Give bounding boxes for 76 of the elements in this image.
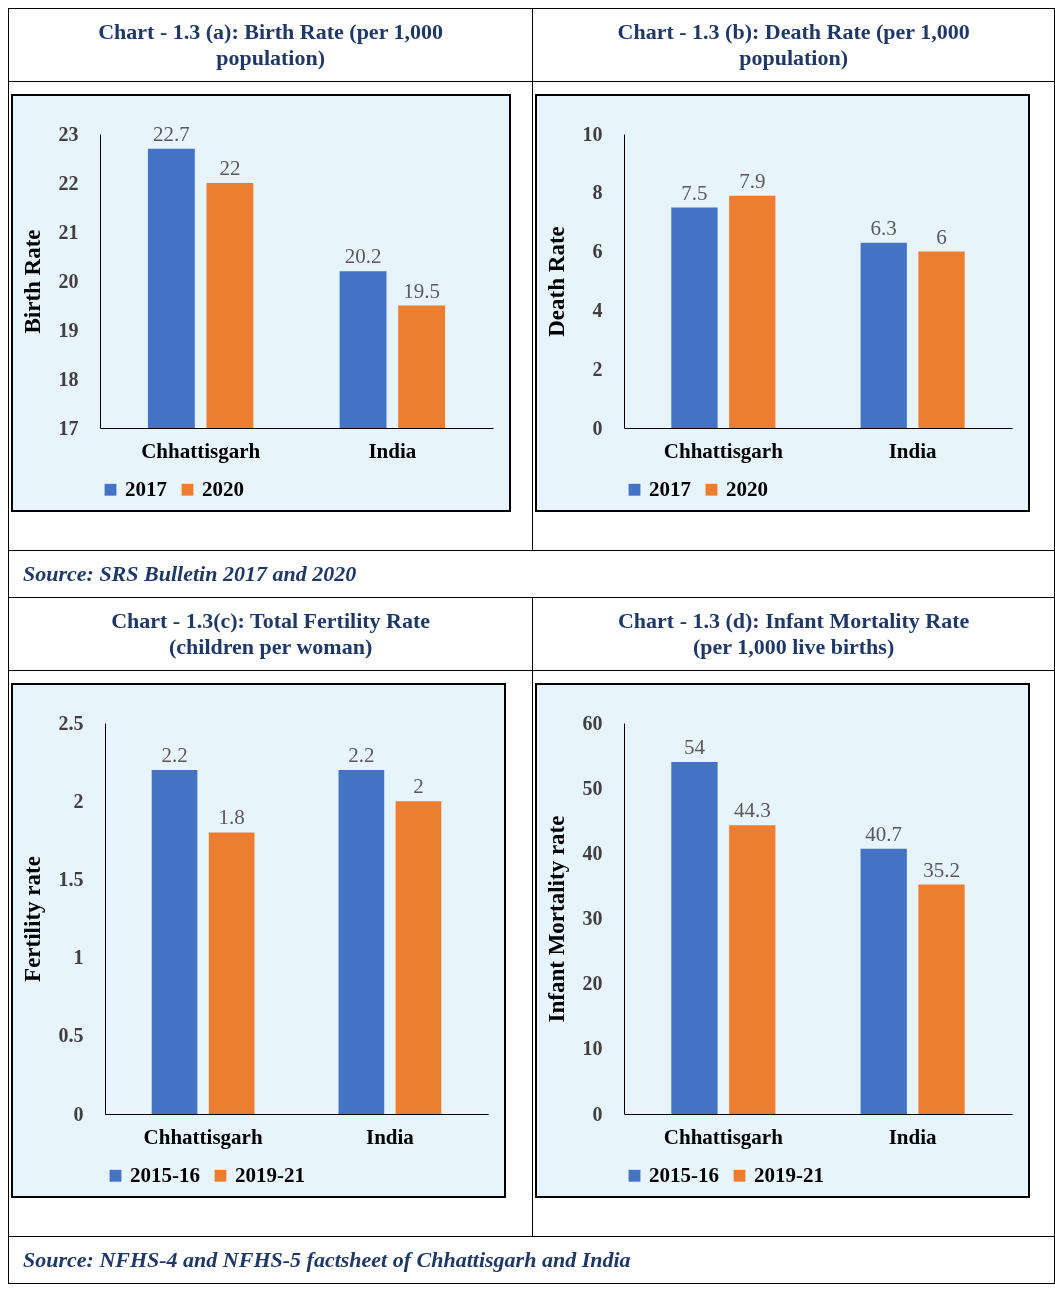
bar [860,848,908,1114]
legend-label: 2017 [649,476,692,501]
legend-label: 2015-16 [130,1162,200,1187]
x-tick-label: India [888,1124,938,1149]
y-tick-label: 1 [73,946,84,969]
bar [918,884,965,1114]
source-note: Source: SRS Bulletin 2017 and 2020 [8,550,1055,598]
y-tick-label: 40 [582,841,603,864]
data-label: 20.2 [344,244,382,269]
y-tick-label: 18 [58,367,79,390]
legend-label: 2020 [726,476,769,501]
bar [671,762,718,1114]
y-tick-label: 21 [58,220,79,243]
data-label: 22.7 [152,121,190,146]
x-tick-label: Chhattisgarh [664,438,784,463]
y-tick-label: 60 [582,711,603,734]
data-label: 19.5 [403,278,441,303]
legend-label: 2019-21 [754,1162,825,1187]
data-label: 1.8 [218,805,245,830]
y-tick-label: 22 [58,171,79,194]
x-tick-label: Chhattisgarh [143,1124,263,1149]
y-tick-label: 4 [592,298,603,321]
x-tick-label: Chhattisgarh [664,1124,784,1149]
y-tick-label: 19 [58,318,79,341]
x-tick-label: Chhattisgarh [141,438,261,463]
bar [729,825,776,1114]
data-label: 54 [684,735,706,760]
y-tick-label: 2.5 [58,711,84,734]
y-axis-title: Fertility rate [19,856,45,982]
bar [860,242,908,428]
data-label: 7.5 [681,180,708,205]
x-tick-label: India [888,438,938,463]
legend-label: 2015-16 [649,1162,720,1187]
data-label: 44.3 [734,798,771,823]
legend-label: 2020 [202,476,244,501]
bar [918,251,965,428]
data-label: 35.2 [923,857,961,882]
y-tick-label: 0.5 [58,1024,84,1047]
data-label: 2.2 [161,742,188,767]
bar [671,207,718,428]
y-tick-label: 2 [592,357,603,380]
y-tick-label: 0 [73,1102,84,1125]
data-label: 2 [413,774,424,799]
y-tick-label: 23 [58,122,79,145]
y-axis-title: Infant Mortality rate [543,815,569,1023]
x-tick-label: India [368,438,417,463]
x-tick-label: India [365,1124,415,1149]
chart-title: Chart - 1.3 (b): Death Rate (per 1,000 population) [532,8,1055,82]
y-tick-label: 50 [582,776,603,799]
source-note: Source: NFHS-4 and NFHS-5 factsheet of Chhattisgarh and India [8,1236,1055,1284]
legend-label: 2017 [125,476,167,501]
y-tick-label: 10 [582,122,603,145]
y-axis-title: Death Rate [543,226,569,337]
data-label: 6 [936,224,948,249]
chart-title: Chart - 1.3 (d): Infant Mortality Rate (per 1,000 live births) [532,597,1055,671]
data-label: 7.9 [739,168,766,193]
y-tick-label: 2 [73,789,84,812]
data-label: 6.3 [870,215,898,240]
bar [729,195,776,428]
legend-label: 2019-21 [235,1162,305,1187]
data-label: 2.2 [348,742,375,767]
y-tick-label: 0 [592,416,603,439]
y-axis-title: Birth Rate [19,229,45,334]
y-tick-label: 6 [592,240,603,263]
chart-title: Chart - 1.3(c): Total Fertility Rate (children per woman) [8,597,533,671]
y-tick-label: 20 [582,972,603,995]
y-tick-label: 30 [582,907,603,929]
y-tick-label: 10 [582,1037,603,1060]
chart-title: Chart - 1.3 (a): Birth Rate (per 1,000 population) [8,8,533,82]
y-tick-label: 17 [58,416,79,439]
data-label: 40.7 [865,821,903,846]
y-tick-label: 0 [592,1102,603,1125]
y-tick-label: 20 [58,269,79,292]
y-tick-label: 8 [592,181,603,204]
data-label: 22 [219,156,241,180]
y-tick-label: 1.5 [58,867,84,890]
